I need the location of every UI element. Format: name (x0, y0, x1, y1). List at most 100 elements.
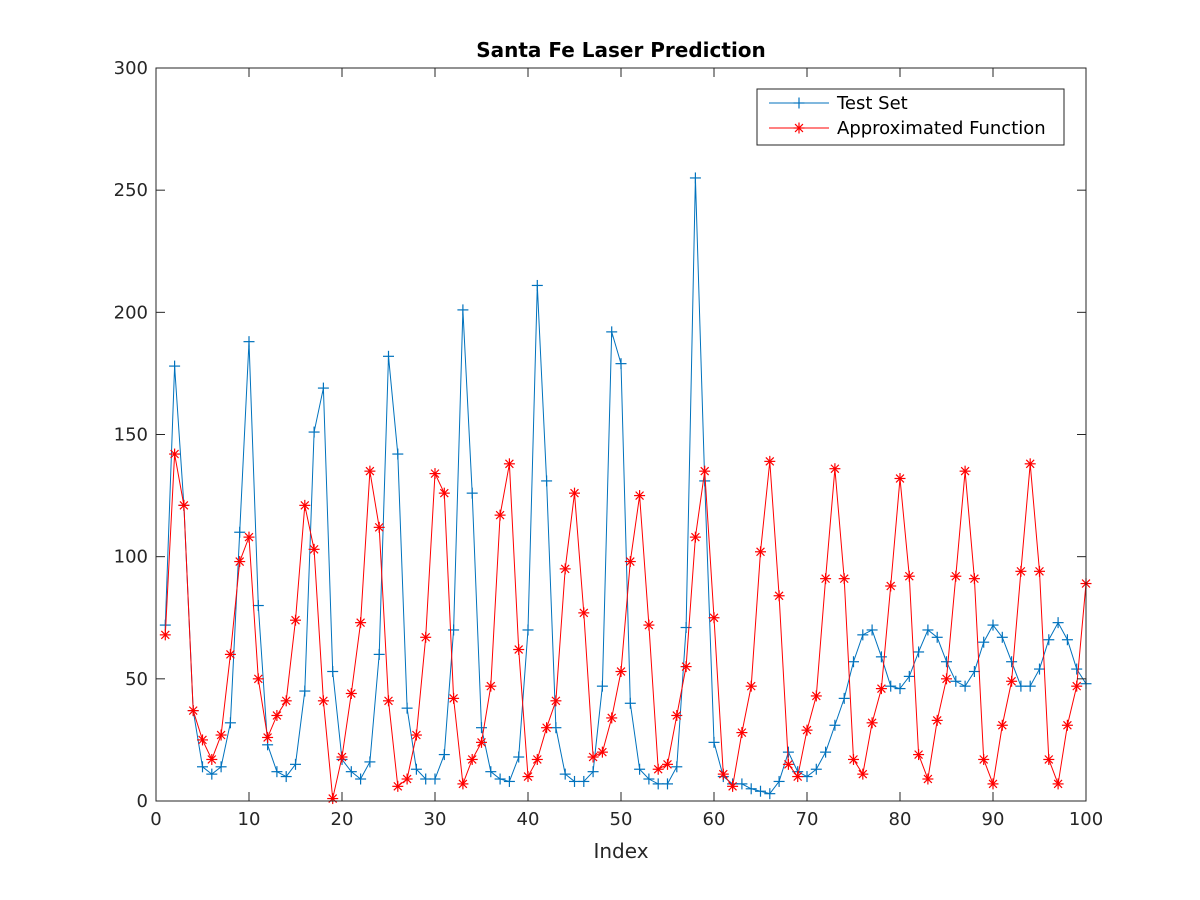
series-1-point (996, 631, 1008, 643)
series-1-point (485, 766, 497, 778)
series-2-point (262, 731, 274, 743)
series-1-point (671, 761, 683, 773)
series-2-point (680, 661, 692, 673)
series-1-point (531, 279, 543, 291)
series-2-point (197, 734, 208, 746)
series-2-point (643, 619, 655, 631)
series-1-point (224, 717, 236, 729)
series-1-point (1034, 663, 1045, 675)
series-1-point (420, 773, 432, 785)
series-1-point (401, 702, 413, 714)
series-2-point (578, 607, 590, 619)
x-tick-label: 30 (424, 809, 447, 830)
series-2-point (857, 768, 869, 780)
series-1-point (364, 756, 376, 768)
series-1-point (383, 350, 394, 362)
series-2-point (364, 465, 376, 477)
series-1-point (169, 360, 181, 372)
series-1-point (652, 778, 664, 790)
series-1-point (1061, 634, 1073, 646)
series-1-point (885, 680, 897, 692)
x-tick-label: 90 (982, 809, 1005, 830)
series-2-point (336, 751, 348, 763)
series-2-point (308, 543, 320, 555)
series-1-point (959, 680, 971, 692)
series-1-point (457, 304, 469, 316)
series-2-point (848, 753, 859, 765)
series-1-point (810, 763, 822, 775)
y-tick-label: 200 (114, 302, 148, 323)
series-2-point (978, 753, 990, 765)
series-1-point (494, 773, 506, 785)
series-2-point (671, 709, 683, 721)
legend-label: Test Set (836, 93, 908, 114)
series-1-point (197, 761, 208, 773)
series-1-point (550, 722, 562, 734)
series-2-point (913, 749, 925, 761)
series-2-point (252, 673, 264, 685)
series-1-point (355, 773, 367, 785)
series-2-point (234, 556, 246, 568)
series-2-point (950, 570, 962, 582)
series-2-point (941, 673, 952, 685)
x-tick-label: 50 (610, 809, 633, 830)
series-2-point (810, 690, 822, 702)
series-1-point (1006, 656, 1018, 668)
series-2-point (755, 546, 766, 558)
series-1-point (931, 631, 943, 643)
series-2-point (541, 722, 553, 734)
series-1-point (1071, 663, 1083, 675)
series-2-point (689, 531, 701, 543)
series-2-point (736, 727, 748, 739)
series-1-point (875, 651, 887, 663)
series-1-point (345, 766, 357, 778)
series-1-point (903, 670, 915, 682)
series-2-point (708, 612, 720, 624)
series-2-point (727, 780, 739, 792)
x-tick-label: 100 (1069, 809, 1103, 830)
series-1-point (1015, 680, 1027, 692)
y-tick-label: 250 (114, 180, 148, 201)
series-2-point (401, 773, 413, 785)
series-2-point (485, 680, 497, 692)
series-layer (159, 172, 1092, 805)
series-1-point (606, 326, 618, 338)
series-1-point (206, 768, 218, 780)
series-1-point (373, 648, 385, 660)
series-1-point (317, 382, 329, 394)
series-2-point (624, 556, 636, 568)
series-1-point (736, 778, 748, 790)
series-1-point (745, 783, 757, 795)
series-1-point (662, 778, 673, 790)
series-2-point (996, 719, 1008, 731)
series-2-point (1024, 458, 1036, 470)
series-2-point (782, 758, 794, 770)
series-2-point (1015, 565, 1027, 577)
series-1-point (634, 763, 646, 775)
series-2-point (699, 465, 711, 477)
series-2-point (327, 793, 339, 805)
series-1-point (838, 692, 850, 704)
series-1-point (1043, 634, 1055, 646)
series-2-point (634, 490, 646, 502)
series-1-point (280, 771, 292, 783)
series-2-point (1052, 778, 1064, 790)
x-tick-label: 10 (238, 809, 261, 830)
series-2-point (1034, 565, 1045, 577)
series-2-point (392, 780, 404, 792)
series-2-point (959, 465, 971, 477)
series-1-point (755, 785, 766, 797)
series-1-point (308, 426, 320, 438)
series-2-point (801, 724, 813, 736)
series-1-point (829, 719, 841, 731)
series-1-point (708, 736, 720, 748)
series-2-point (224, 648, 236, 660)
series-1-point (299, 685, 311, 697)
series-1-point (773, 775, 785, 787)
y-tick-label: 150 (114, 425, 148, 446)
series-2-point (652, 763, 664, 775)
series-1-point (624, 697, 636, 709)
series-1-point (922, 624, 934, 636)
series-2-point (243, 531, 255, 543)
